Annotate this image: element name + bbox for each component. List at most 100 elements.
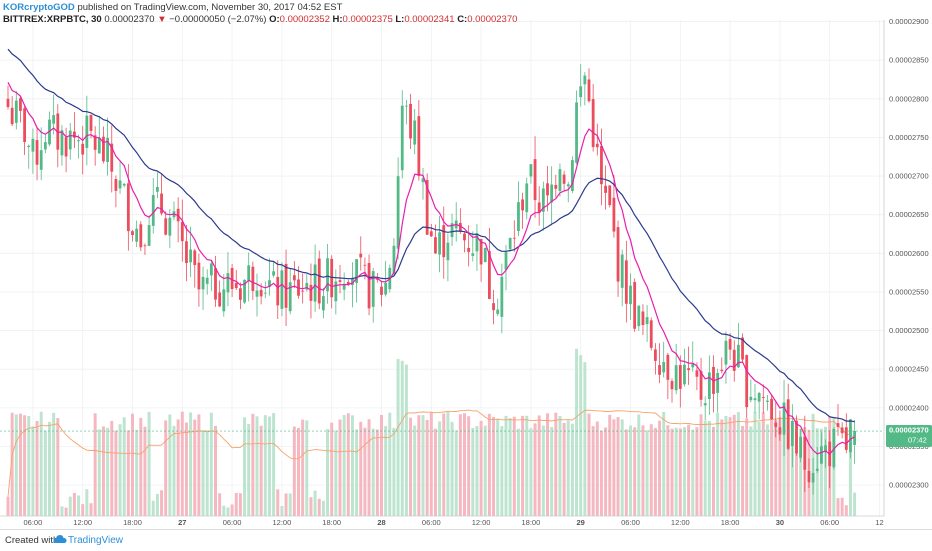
candle-body [143,245,147,247]
volume-bar [48,421,51,516]
candle-body [849,419,852,453]
candle-body [276,276,280,306]
volume-bar [844,505,848,516]
time-tick-label: 06:00 [24,518,43,527]
volume-bar [529,428,533,516]
volume-bar [438,421,442,516]
volume-bar [106,427,110,516]
volume-bar [537,415,541,516]
candle-body [301,290,305,292]
candle-body [458,222,462,232]
price-tick-label: 0.00002900 [889,17,929,26]
candle-body [421,178,425,183]
footer-bar: Created with TradingView [0,529,932,551]
candle-body [122,183,126,186]
volume-bar [799,428,803,516]
volume-bar [276,489,280,516]
price-tick-label: 0.00002700 [889,172,929,181]
time-axis-panel[interactable] [0,516,884,529]
volume-bar [126,430,130,516]
volume-bar [450,421,454,516]
volume-bar [317,498,321,516]
close-label: C: [457,14,468,25]
candle-body [537,202,541,213]
volume-bar [27,415,31,516]
high-label: H: [332,14,343,25]
candle-body [670,381,674,390]
candle-body [363,264,367,266]
volume-bar [255,416,259,516]
candle-body [131,231,134,235]
volume-bar [305,420,309,516]
candle-body [371,271,375,307]
candle-body [467,247,471,252]
candle-body [43,142,47,150]
volume-bar [280,505,284,516]
candle-body [330,258,334,298]
volume-bar [728,417,732,516]
candle-body [575,102,578,163]
candle-body [633,282,637,329]
volume-bar [6,496,10,516]
candle-body [31,138,35,152]
volume-bar [645,430,649,516]
candle-body [14,100,18,123]
volume-bar [321,500,325,516]
price-chart[interactable]: 0.00002900 0.00002850 0.00002800 0.00002750… [0,0,932,530]
candle-body [23,108,26,142]
author-link[interactable]: KORcryptoGOD [3,2,75,13]
volume-bar [595,421,599,516]
candle-body [550,184,554,203]
tradingview-cloud-icon[interactable] [53,533,67,545]
candle-body [93,135,97,150]
volume-bar [824,426,828,516]
candle-body [620,254,624,288]
candle-body [243,279,246,303]
volume-bar [591,426,595,516]
volume-bar [558,416,562,516]
candle-body [761,396,765,398]
volume-bar [43,430,47,516]
candle-body [409,103,412,139]
volume-bar [778,417,782,516]
candle-body [39,150,43,170]
candle-body [786,399,790,449]
candle-body [624,260,628,304]
volume-bar [736,412,740,516]
volume-bar [836,498,840,516]
candle-body [193,250,197,266]
symbol-label[interactable]: BITTREX:XRPBTC, 30 [3,14,102,25]
volume-bar [745,418,749,516]
candle-body [707,372,711,399]
volume-bar [649,424,653,516]
candle-body [309,284,313,301]
volume-bar [687,424,691,516]
candle-body [571,160,574,191]
volume-bar [417,415,421,516]
volume-bar [666,425,670,516]
bar-countdown: 07:42 [908,436,927,445]
candle-body [438,232,441,255]
candle-body [284,263,288,308]
volume-bar [350,415,354,516]
volume-bar [579,355,583,516]
candle-body [201,276,205,290]
candle-body [292,275,296,281]
candle-body [218,292,222,307]
volume-ma-line [7,409,855,497]
candle-body [699,371,703,400]
candle-body [77,140,80,142]
candle-body [288,282,292,312]
candle-body [334,281,338,302]
tradingview-brand[interactable]: TradingView [68,535,124,546]
candle-body [641,311,645,326]
candle-body [442,225,446,258]
volume-bar [741,425,745,516]
volume-bar [222,505,226,516]
open-label: O: [269,14,280,25]
candle-body [317,258,321,304]
candle-body [554,185,558,189]
candle-body [205,277,209,284]
down-arrow-icon: ▼ [157,14,167,25]
volume-bar [724,415,728,516]
